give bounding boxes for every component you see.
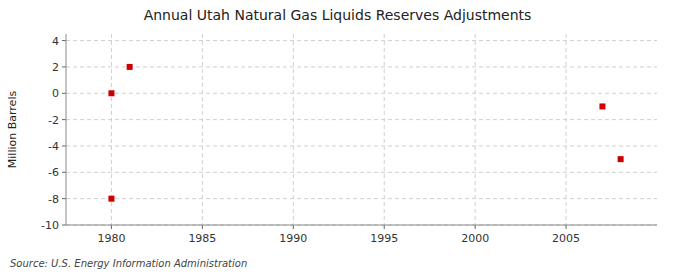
tick-label-x: 1980 xyxy=(97,232,125,245)
y-axis-label: Million Barrels xyxy=(6,91,19,169)
tick-y xyxy=(62,40,66,41)
tick-x xyxy=(111,225,112,229)
grid xyxy=(66,34,657,225)
grid-line-y xyxy=(66,225,657,226)
tick-y xyxy=(62,66,66,67)
chart: Annual Utah Natural Gas Liquids Reserves… xyxy=(0,0,675,275)
tick-y xyxy=(62,145,66,146)
tick-label-y: -6 xyxy=(48,166,59,179)
tick-x xyxy=(566,225,567,229)
grid-line-x xyxy=(566,34,567,225)
tick-label-y: -10 xyxy=(41,219,59,232)
tick-x xyxy=(293,225,294,229)
grid-line-x xyxy=(293,34,294,225)
title: Annual Utah Natural Gas Liquids Reserves… xyxy=(144,7,532,23)
source: Source: U.S. Energy Information Administ… xyxy=(10,258,247,269)
tick-y xyxy=(62,93,66,94)
y-axis-line xyxy=(66,34,67,225)
tick-label-y: 0 xyxy=(52,87,59,100)
tick-y xyxy=(62,172,66,173)
tick-x xyxy=(384,225,385,229)
tick-x xyxy=(475,225,476,229)
grid-line-y xyxy=(66,198,657,199)
tick-y xyxy=(62,198,66,199)
grid-line-x xyxy=(202,34,203,225)
grid-line-y xyxy=(66,40,657,41)
tick-label-y: -2 xyxy=(48,114,59,127)
grid-line-y xyxy=(66,145,657,146)
tick-label-x: 2005 xyxy=(552,232,580,245)
tick-label-x: 2000 xyxy=(461,232,489,245)
tick-label-y: -8 xyxy=(48,193,59,206)
point xyxy=(599,103,605,109)
grid-line-y xyxy=(66,119,657,120)
grid-line-y xyxy=(66,66,657,67)
tick-label-y: -4 xyxy=(48,140,59,153)
plot-area xyxy=(66,34,657,225)
tick-label-y: 2 xyxy=(52,61,59,74)
point xyxy=(127,64,133,70)
point xyxy=(108,90,114,96)
points xyxy=(108,64,623,202)
tick-label-x: 1990 xyxy=(279,232,307,245)
tick-y xyxy=(62,119,66,120)
tick-y xyxy=(62,225,66,226)
point xyxy=(108,196,114,202)
grid-line-x xyxy=(475,34,476,225)
tick-label-x: 1985 xyxy=(188,232,216,245)
grid-line-y xyxy=(66,172,657,173)
tick-x xyxy=(202,225,203,229)
grid-line-y xyxy=(66,93,657,94)
point xyxy=(618,156,624,162)
tick-label-y: 4 xyxy=(52,35,59,48)
tick-label-x: 1995 xyxy=(370,232,398,245)
grid-line-x xyxy=(384,34,385,225)
x-axis-line xyxy=(66,225,657,226)
